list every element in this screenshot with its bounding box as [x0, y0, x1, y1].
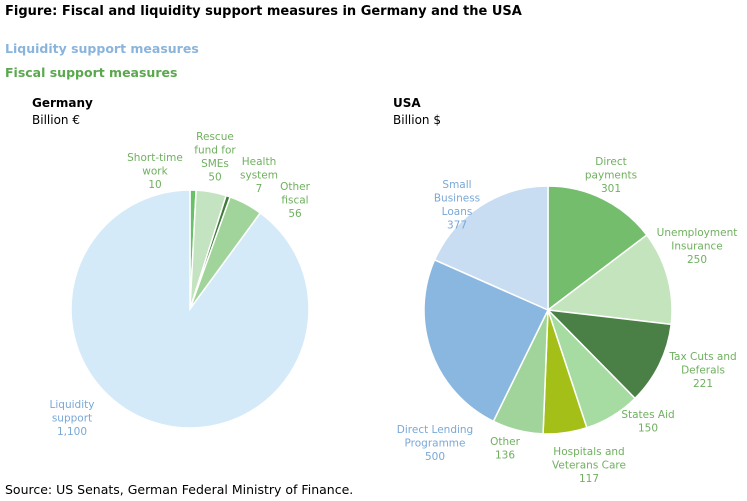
- usa-slice-label-5: Other 136: [490, 436, 520, 462]
- germany-slice-label-0: Short-time work 10: [127, 152, 183, 191]
- usa-slice-label-6: Direct Lending Programme 500: [397, 424, 473, 463]
- germany-slice-label-2: Health system 7: [240, 156, 278, 195]
- germany-chart-title: Germany: [32, 96, 93, 110]
- usa-slice-0: [547, 185, 648, 312]
- legend-fiscal: Fiscal support measures: [5, 65, 178, 80]
- usa-slice-2: [545, 309, 672, 400]
- usa-slice-label-2: Tax Cuts and Deferals 221: [668, 351, 736, 390]
- usa-slice-6: [423, 258, 550, 423]
- usa-slice-label-3: States Aid 150: [621, 409, 674, 435]
- usa-chart-title: USA: [393, 96, 421, 110]
- legend-liquidity: Liquidity support measures: [5, 41, 199, 56]
- germany-chart-unit: Billion €: [32, 113, 80, 127]
- usa-slice-1: [546, 233, 673, 326]
- figure-title: Figure: Fiscal and liquidity support mea…: [5, 4, 522, 19]
- germany-slice-4: [70, 189, 310, 429]
- usa-slice-7: [433, 185, 549, 312]
- germany-slice-label-3: Other fiscal 56: [280, 181, 310, 220]
- usa-slice-label-0: Direct payments 301: [585, 156, 637, 195]
- germany-slice-label-4: Liquidity support 1,100: [50, 399, 95, 438]
- usa-slice-label-4: Hospitals and Veterans Care 117: [552, 446, 626, 485]
- source-note: Source: US Senats, German Federal Minist…: [5, 482, 354, 497]
- usa-slice-label-7: Small Business Loans 377: [434, 179, 480, 232]
- germany-slice-label-1: Rescue fund for SMEs 50: [194, 131, 236, 184]
- usa-slice-label-1: Unemployment Insurance 250: [657, 227, 738, 266]
- usa-chart-unit: Billion $: [393, 113, 441, 127]
